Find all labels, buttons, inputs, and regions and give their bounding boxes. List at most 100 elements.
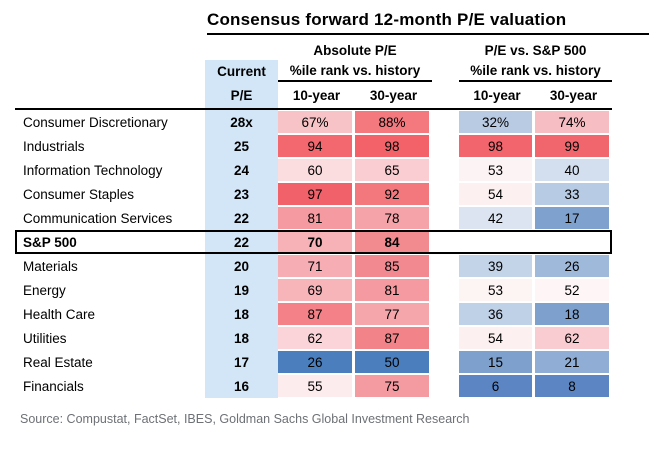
current-pe-cell: 18 [205, 326, 278, 350]
percentile-cell-wrap: 77 [355, 302, 432, 326]
current-pe-cell: 24 [205, 158, 278, 182]
col-header-relative-30yr: 30-year [549, 87, 598, 103]
chart-title: Consensus forward 12-month P/E valuation [207, 10, 649, 35]
percentile-cell-wrap: 75 [355, 374, 432, 398]
percentile-cell: 18 [535, 303, 609, 325]
sector-label: Consumer Discretionary [23, 114, 168, 130]
percentile-cell: 88% [355, 111, 429, 133]
percentile-cell-wrap [535, 230, 612, 254]
percentile-cell-wrap: 98 [355, 134, 432, 158]
percentile-cell: 69 [278, 279, 352, 301]
percentile-cell: 53 [459, 159, 532, 181]
group-gap [432, 110, 459, 134]
percentile-cell: 54 [459, 327, 532, 349]
percentile-cell: 98 [355, 135, 429, 157]
percentile-cell-wrap: 92 [355, 182, 432, 206]
percentile-cell-wrap: 78 [355, 206, 432, 230]
percentile-cell-wrap: 54 [459, 326, 535, 350]
table-row: Health Care 18 87 77 36 18 [15, 302, 612, 326]
percentile-cell-wrap [459, 230, 535, 254]
sector-label: Financials [23, 378, 84, 394]
sector-label: Information Technology [23, 162, 163, 178]
current-pe-cell: 17 [205, 350, 278, 374]
percentile-cell: 39 [459, 255, 532, 277]
percentile-cell-wrap: 26 [535, 254, 612, 278]
percentile-cell-wrap: 65 [355, 158, 432, 182]
percentile-cell-wrap: 84 [355, 230, 432, 254]
percentile-cell: 60 [278, 159, 352, 181]
column-header-row: P/E 10-year 30-year 10-year 30-year [15, 82, 612, 108]
percentile-cell: 50 [355, 351, 429, 373]
percentile-cell: 65 [355, 159, 429, 181]
header-current: Current [205, 60, 278, 82]
percentile-cell-wrap: 21 [535, 350, 612, 374]
percentile-cell-wrap: 15 [459, 350, 535, 374]
percentile-cell-wrap: 53 [459, 278, 535, 302]
percentile-cell-wrap: 17 [535, 206, 612, 230]
percentile-cell: 70 [278, 231, 352, 253]
current-pe-cell: 19 [205, 278, 278, 302]
table-row-sp500: S&P 500 22 70 84 [15, 230, 612, 254]
percentile-cell: 15 [459, 351, 532, 373]
table-row: Financials 16 55 75 6 8 [15, 374, 612, 398]
group-gap [432, 350, 459, 374]
percentile-cell-wrap: 54 [459, 182, 535, 206]
percentile-cell: 87 [278, 303, 352, 325]
percentile-cell: 32% [459, 111, 532, 133]
percentile-cell-wrap: 67% [278, 110, 355, 134]
current-pe-cell: 28x [205, 110, 278, 134]
group-gap [432, 326, 459, 350]
table-row: Real Estate 17 26 50 15 21 [15, 350, 612, 374]
percentile-cell-wrap: 60 [278, 158, 355, 182]
percentile-cell-wrap: 88% [355, 110, 432, 134]
percentile-cell: 97 [278, 183, 352, 205]
percentile-cell-wrap: 71 [278, 254, 355, 278]
percentile-cell-wrap: 8 [535, 374, 612, 398]
percentile-cell-wrap: 36 [459, 302, 535, 326]
percentile-cell: 87 [355, 327, 429, 349]
table-row: Energy 19 69 81 53 52 [15, 278, 612, 302]
percentile-cell: 85 [355, 255, 429, 277]
percentile-cell-wrap: 62 [535, 326, 612, 350]
percentile-cell: 71 [278, 255, 352, 277]
current-pe-cell: 18 [205, 302, 278, 326]
header-pe-vs-sp500: P/E vs. S&P 500 [484, 42, 587, 58]
percentile-cell-wrap: 85 [355, 254, 432, 278]
percentile-cell: 67% [278, 111, 352, 133]
header-pct-rank-relative: %ile rank vs. history [459, 60, 612, 82]
percentile-cell-wrap: 69 [278, 278, 355, 302]
percentile-cell: 55 [278, 375, 352, 397]
percentile-cell-wrap: 62 [278, 326, 355, 350]
percentile-cell-wrap: 33 [535, 182, 612, 206]
current-pe-cell: 16 [205, 374, 278, 398]
percentile-cell: 84 [355, 231, 429, 253]
percentile-cell-wrap: 70 [278, 230, 355, 254]
percentile-cell: 40 [535, 159, 609, 181]
group-gap [432, 182, 459, 206]
sector-label: S&P 500 [23, 234, 77, 250]
percentile-cell-wrap: 6 [459, 374, 535, 398]
percentile-cell [535, 231, 609, 253]
percentile-cell-wrap: 39 [459, 254, 535, 278]
percentile-cell: 74% [535, 111, 609, 133]
percentile-cell: 36 [459, 303, 532, 325]
percentile-cell: 75 [355, 375, 429, 397]
table-row: Consumer Staples 23 97 92 54 33 [15, 182, 612, 206]
group-gap [432, 302, 459, 326]
current-pe-cell: 22 [205, 206, 278, 230]
percentile-cell: 62 [535, 327, 609, 349]
sector-label: Health Care [23, 306, 96, 322]
col-header-relative-10yr: 10-year [473, 87, 521, 103]
percentile-cell-wrap: 18 [535, 302, 612, 326]
group-gap [432, 374, 459, 398]
percentile-cell: 53 [459, 279, 532, 301]
source-attribution: Source: Compustat, FactSet, IBES, Goldma… [20, 412, 470, 426]
group-gap [432, 206, 459, 230]
sector-label: Consumer Staples [23, 186, 135, 202]
current-pe-cell: 20 [205, 254, 278, 278]
group-gap [432, 254, 459, 278]
table-row: Utilities 18 62 87 54 62 [15, 326, 612, 350]
percentile-cell-wrap: 98 [459, 134, 535, 158]
current-pe-cell: 25 [205, 134, 278, 158]
